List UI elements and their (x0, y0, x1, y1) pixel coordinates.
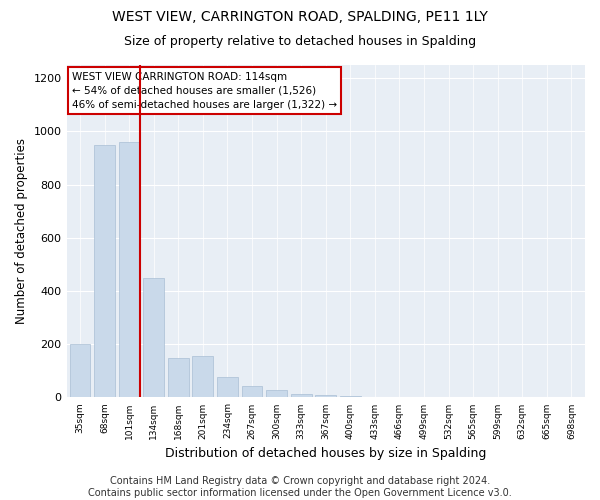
Bar (217, 378, 238, 398)
Text: Size of property relative to detached houses in Spalding: Size of property relative to detached ho… (124, 35, 476, 48)
Bar (316, 395, 336, 398)
Bar (291, 394, 311, 398)
Bar (364, 396, 385, 398)
Bar (168, 358, 189, 398)
Text: Contains HM Land Registry data © Crown copyright and database right 2024.
Contai: Contains HM Land Registry data © Crown c… (88, 476, 512, 498)
Bar (340, 396, 361, 398)
Bar (193, 356, 214, 398)
Bar (266, 390, 287, 398)
Text: WEST VIEW CARRINGTON ROAD: 114sqm
← 54% of detached houses are smaller (1,526)
4: WEST VIEW CARRINGTON ROAD: 114sqm ← 54% … (72, 72, 337, 110)
Bar (242, 386, 262, 398)
Bar (119, 142, 140, 398)
Y-axis label: Number of detached properties: Number of detached properties (15, 138, 28, 324)
X-axis label: Distribution of detached houses by size in Spalding: Distribution of detached houses by size … (165, 447, 487, 460)
Bar (143, 278, 164, 398)
Text: WEST VIEW, CARRINGTON ROAD, SPALDING, PE11 1LY: WEST VIEW, CARRINGTON ROAD, SPALDING, PE… (112, 10, 488, 24)
Bar (70, 344, 91, 398)
Bar (94, 145, 115, 398)
